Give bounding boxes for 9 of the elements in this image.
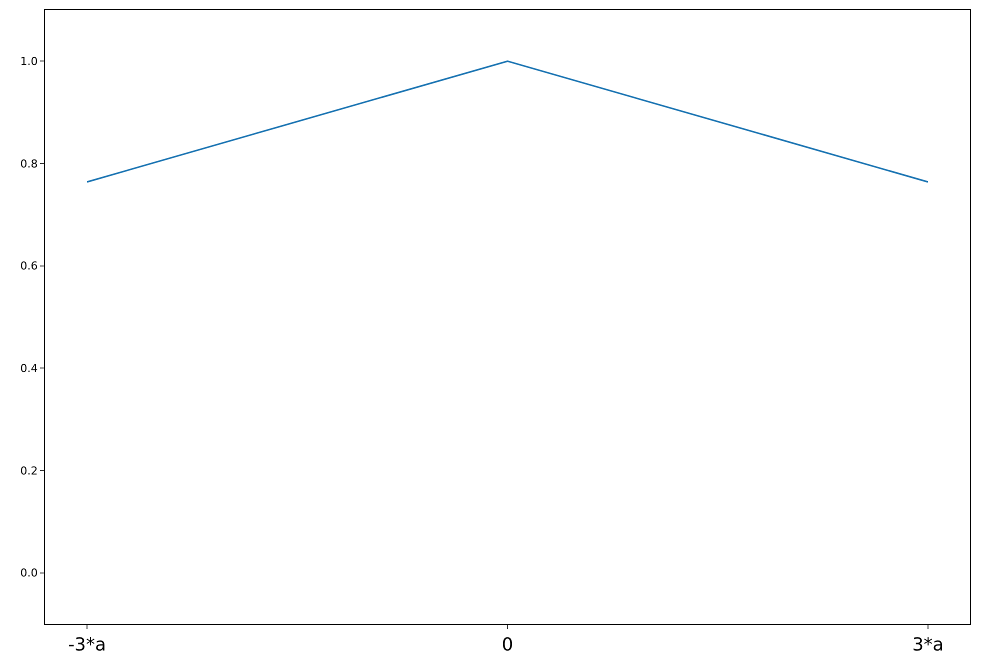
x-tick-label: 3*a [912,634,944,656]
x-tick-label: 0 [502,634,514,656]
y-tick-label: 0.4 [20,362,38,376]
y-tick-label: 0.0 [20,566,38,580]
y-tick-label: 1.0 [20,55,38,68]
y-tick-label: 0.8 [20,157,38,170]
y-tick-label: 0.2 [20,464,38,478]
y-tick-label: 0.6 [20,260,38,273]
x-tick-label: -3*a [68,634,106,656]
